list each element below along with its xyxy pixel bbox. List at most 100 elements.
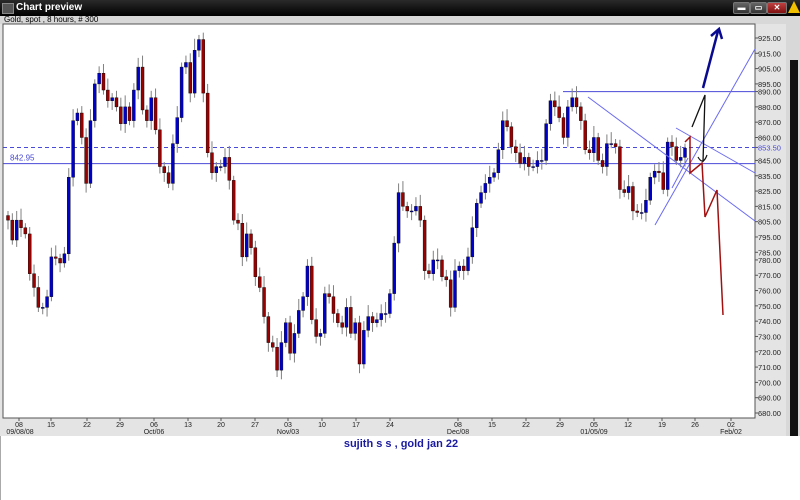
candle-down: [518, 152, 522, 164]
candle-down: [227, 157, 232, 181]
candle-down: [505, 120, 509, 127]
y-tick-label: 770.00: [758, 271, 781, 280]
candle-down: [80, 112, 84, 138]
bullish-projection-path[interactable]: [691, 94, 706, 163]
candle-up: [483, 183, 488, 193]
hline-label: 842.95: [10, 154, 35, 163]
candle-down: [587, 149, 592, 153]
candle-down: [153, 97, 158, 131]
trendline-short[interactable]: [671, 157, 689, 189]
candle-down: [579, 106, 583, 121]
candle-down: [670, 141, 674, 147]
candle-down: [618, 146, 622, 190]
minimize-button[interactable]: ▬: [733, 2, 750, 14]
candle-up: [297, 310, 301, 334]
x-period-label: Nov/03: [277, 429, 299, 436]
candle-up: [279, 342, 284, 371]
y-tick-label: 870.00: [758, 118, 781, 127]
candle-down: [258, 276, 262, 288]
y-tick-label: 853.50: [758, 143, 781, 152]
candle-down: [405, 206, 409, 212]
candle-up: [323, 293, 327, 334]
candle-up: [388, 293, 392, 314]
candle-up: [110, 97, 114, 101]
candle-up: [592, 137, 596, 153]
candle-down: [314, 319, 318, 337]
y-tick-label: 785.00: [758, 248, 781, 257]
candle-up: [301, 296, 305, 311]
candle-down: [357, 322, 362, 365]
y-tick-label: 700.00: [758, 378, 781, 387]
candle-up: [392, 242, 396, 294]
candle-down: [158, 129, 162, 167]
x-tick-label: 13: [184, 422, 192, 429]
candle-up: [318, 333, 323, 337]
chart-header: Gold, spot , 8 hours, # 300: [4, 15, 99, 24]
candle-down: [36, 287, 41, 308]
up-arrow-line[interactable]: [701, 30, 720, 89]
y-tick-label: 795.00: [758, 233, 781, 242]
candle-down: [166, 172, 171, 184]
x-tick-label: 06: [150, 422, 158, 429]
x-tick-label: 29: [116, 422, 124, 429]
candle-up: [49, 256, 54, 297]
candle-down: [58, 258, 62, 264]
candle-down: [444, 276, 449, 281]
y-tick-label: 845.00: [758, 156, 781, 165]
y-tick-label: 895.00: [758, 80, 781, 89]
candle-up: [192, 50, 197, 94]
y-tick-label: 805.00: [758, 218, 781, 227]
candle-up: [67, 177, 71, 255]
close-button[interactable]: ✕: [767, 2, 787, 14]
trendline-upper-descending[interactable]: [675, 127, 756, 174]
candle-down: [336, 313, 340, 323]
x-tick-label: 15: [47, 422, 55, 429]
candle-up: [175, 117, 179, 144]
candle-down: [596, 137, 600, 161]
candle-up: [375, 319, 379, 323]
candle-up: [197, 39, 201, 51]
y-tick-label: 710.00: [758, 363, 781, 372]
restore-button[interactable]: ▭: [750, 2, 767, 14]
candle-down: [553, 100, 557, 108]
scrollbar-thumb[interactable]: [790, 60, 798, 436]
x-tick-label: 27: [251, 422, 259, 429]
candle-up: [292, 333, 297, 354]
candle-down: [613, 143, 618, 147]
candle-up: [362, 330, 366, 365]
scrollbar[interactable]: [786, 24, 800, 436]
x-tick-label: 15: [488, 422, 496, 429]
y-tick-label: 860.00: [758, 133, 781, 142]
y-tick-label: 880.00: [758, 103, 781, 112]
candle-down: [583, 120, 587, 150]
candle-down: [84, 137, 88, 184]
y-tick-label: 680.00: [758, 409, 781, 418]
candle-up: [93, 83, 97, 121]
candle-up: [501, 120, 505, 150]
candle-down: [23, 227, 28, 235]
candle-down: [427, 270, 431, 274]
candle-up: [218, 166, 223, 168]
candle-down: [514, 146, 518, 153]
candle-up: [435, 259, 440, 262]
candle-up: [409, 210, 414, 213]
y-tick-label: 780.00: [758, 256, 781, 265]
candle-down: [231, 180, 236, 221]
drawn-annotations: [587, 26, 756, 316]
candle-up: [344, 307, 349, 328]
candle-up: [466, 256, 470, 271]
candle-up: [284, 322, 288, 343]
candle-down: [370, 316, 375, 323]
x-period-label: Dec/08: [447, 429, 469, 436]
trendline-ascending[interactable]: [654, 48, 756, 226]
candle-down: [310, 265, 314, 320]
candle-up: [353, 322, 357, 334]
candle-down: [101, 73, 106, 91]
app-icon: [2, 3, 14, 14]
candle-down: [275, 346, 279, 371]
trendline-lower-descending[interactable]: [587, 96, 756, 222]
candle-up: [132, 89, 136, 121]
bearish-projection-path[interactable]: [684, 135, 724, 316]
x-tick-label: 29: [556, 422, 564, 429]
candle-up: [488, 177, 492, 184]
